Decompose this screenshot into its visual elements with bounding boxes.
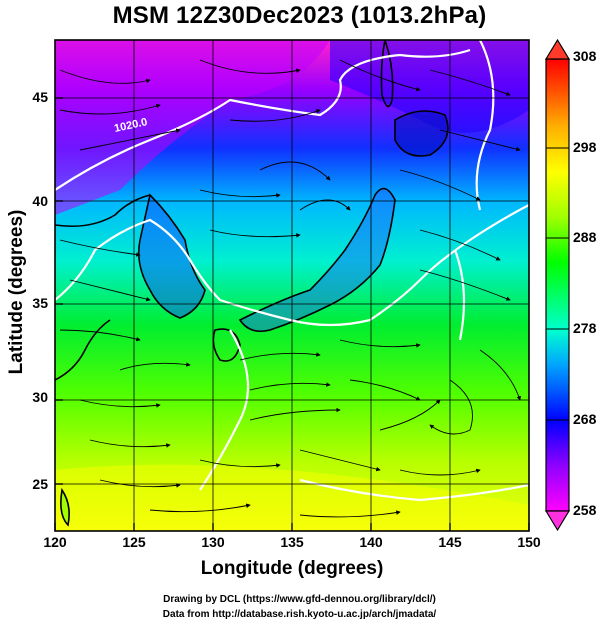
- colorbar-ramp: [545, 58, 570, 512]
- x-tick-label: 150: [517, 534, 541, 550]
- axis-ticks: [54, 97, 530, 531]
- colorbar-tick-label: 298: [573, 139, 597, 155]
- x-tick-label: 145: [438, 534, 462, 550]
- y-tick-label: 35: [32, 295, 48, 311]
- y-tick-label: 40: [32, 193, 48, 209]
- x-tick-label: 140: [359, 534, 383, 550]
- colorbar: [544, 38, 571, 532]
- map-title: MSM 12Z30Dec2023 (1013.2hPa): [112, 2, 487, 29]
- y-tick-label: 25: [32, 476, 48, 492]
- colorbar-max-triangle: [544, 38, 571, 60]
- plot-area: [55, 40, 529, 531]
- x-tick-label: 130: [201, 534, 225, 550]
- credit-line-1: Drawing by DCL (https://www.gfd-dennou.o…: [163, 594, 436, 605]
- cold-region-east: [330, 40, 529, 133]
- gridlines: [55, 40, 529, 531]
- y-tick-label: 30: [32, 389, 48, 405]
- wind-streamlines: [59, 59, 521, 518]
- colorbar-tick-label: 258: [573, 502, 597, 518]
- credit-line-2: Data from http://database.rish.kyoto-u.a…: [162, 609, 437, 620]
- y-axis-label: Latitude (degrees): [6, 209, 27, 375]
- colorbar-tick-label: 288: [573, 229, 597, 245]
- colorbar-tick-label: 278: [573, 320, 597, 336]
- x-tick-label: 135: [280, 534, 304, 550]
- colorbar-tick-label: 268: [573, 411, 597, 427]
- colorbar-min-triangle: [544, 510, 571, 532]
- colorbar-tick-label: 308: [573, 48, 597, 64]
- x-tick-label: 125: [122, 534, 146, 550]
- coastlines: [55, 40, 449, 527]
- pressure-contours: [55, 40, 529, 502]
- y-tick-label: 45: [32, 89, 48, 105]
- x-axis-label: Longitude (degrees): [200, 558, 384, 579]
- x-tick-label: 120: [43, 534, 67, 550]
